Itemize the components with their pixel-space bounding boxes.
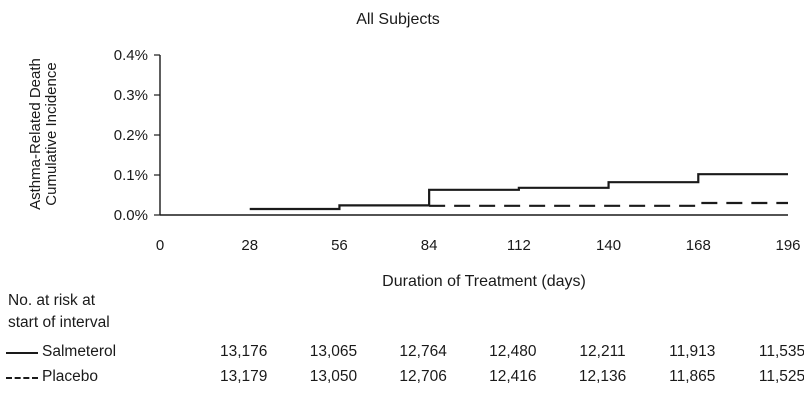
y-tick-label: 0.1% [114,167,148,184]
risk-value-cell: 12,706 [399,368,447,385]
series-line-salmeterol [249,173,788,211]
risk-value-cell: 12,764 [399,343,447,360]
series-line-placebo [429,201,788,207]
axes: 0.0% 0.1% 0.2% 0.3% 0.4% 0 28 56 84 112 140 168 196 [114,47,801,254]
risk-value-cell: 11,913 [669,343,716,360]
risk-table-header-line-1: No. at risk at [8,292,95,309]
y-tick-label: 0.4% [114,47,148,64]
y-axis-label-line-1: Asthma-Related Death [27,58,44,210]
risk-row-label: Salmeterol [42,343,117,360]
risk-value-cell: 11,525 [758,368,804,385]
risk-table-header-line-2: start of interval [8,314,110,331]
legend-dashed-line [6,377,38,379]
x-tick-label: 140 [596,237,621,254]
chart: All Subjects Asthma-Related Death Cumula… [27,11,801,290]
series-layer [249,173,788,211]
y-tick-label: 0.3% [114,87,148,104]
risk-value-cell: 11,535 [758,343,804,360]
x-tick-label: 28 [241,237,258,254]
y-tick-label: 0.2% [114,127,148,144]
x-tick-label: 56 [331,237,348,254]
risk-value-cell: 12,416 [489,368,537,385]
risk-value-cell: 13,176 [219,343,268,360]
y-axis-label-line-2: Cumulative Incidence [43,62,60,205]
y-axis-label: Asthma-Related Death Cumulative Incidenc… [27,58,60,210]
y-tick-label: 0.0% [114,207,148,224]
x-axis-label: Duration of Treatment (days) [382,273,586,290]
risk-row-placebo: Placebo 13,179 13,050 12,706 12,416 12,136 11… [6,366,804,388]
risk-value-cell: 12,211 [579,343,626,360]
legend-solid-line [6,352,38,354]
x-tick-label: 196 [775,237,800,254]
risk-value-cell: 12,136 [578,368,627,385]
risk-table-header: No. at risk at start of interval [8,290,110,334]
risk-row-label: Placebo [42,368,99,385]
x-tick-label: 168 [686,237,711,254]
x-tick-label: 112 [507,237,531,254]
risk-value-cell: 13,065 [309,343,358,360]
risk-value-cell: 11,865 [669,368,716,385]
x-tick-label: 0 [156,237,164,254]
risk-value-cell: 13,050 [309,368,358,385]
risk-row-salmeterol: Salmeterol 13,176 13,065 12,764 12,480 12,21… [6,341,804,363]
chart-title: All Subjects [356,11,440,28]
risk-value-cell: 13,179 [219,368,268,385]
risk-value-cell: 12,480 [489,343,537,360]
x-tick-label: 84 [421,237,438,254]
